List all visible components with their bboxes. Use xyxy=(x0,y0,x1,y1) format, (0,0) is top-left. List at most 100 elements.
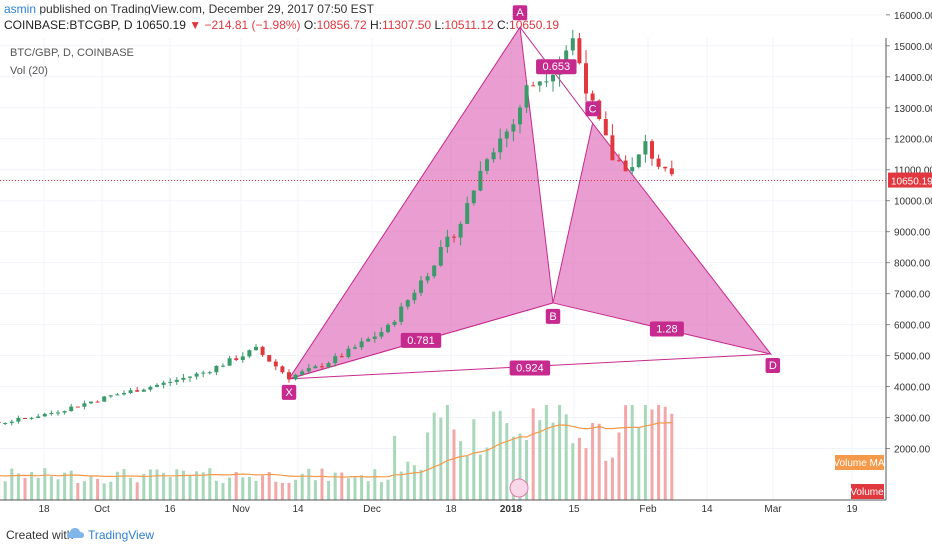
candle-body xyxy=(135,390,140,392)
candle-body xyxy=(161,382,166,385)
volume-bar xyxy=(360,475,364,500)
y-tick-label: 11000.00 xyxy=(894,166,932,177)
candle-body xyxy=(623,160,628,172)
candle-body xyxy=(221,365,225,367)
volume-bar xyxy=(419,469,423,500)
volume-bar xyxy=(69,470,73,500)
candle-body xyxy=(432,265,437,277)
candle-body xyxy=(280,366,285,373)
pattern-triangle-xab xyxy=(287,25,554,380)
pattern-ratio-label: 0.653 xyxy=(543,61,571,73)
candle-body xyxy=(168,381,173,383)
candle-body xyxy=(663,166,668,169)
harmonic-pattern[interactable] xyxy=(287,25,773,380)
candle-body xyxy=(564,50,569,62)
candle-body xyxy=(445,236,450,248)
candle-body xyxy=(636,154,641,168)
candle-body xyxy=(240,356,245,361)
volume-bar xyxy=(287,482,291,500)
candle-body xyxy=(0,421,1,424)
volume-bar xyxy=(208,468,212,500)
candle-body xyxy=(366,338,371,342)
candle-body xyxy=(333,356,338,364)
volume-bar xyxy=(406,461,410,500)
volume-bar xyxy=(439,417,443,500)
volume-bar xyxy=(386,479,390,500)
symbol-label: COINBASE:BTCGBP, D xyxy=(4,18,133,32)
candle-body xyxy=(511,124,516,132)
y-tick-label: 2000.00 xyxy=(894,445,931,456)
volume-bar xyxy=(637,427,641,500)
volume-bar xyxy=(432,412,436,500)
candle-body xyxy=(36,416,41,418)
x-tick-label: 15 xyxy=(568,504,580,515)
volume-ma-line xyxy=(0,422,672,478)
candle-body xyxy=(102,396,107,402)
candle-body xyxy=(518,107,522,125)
candle-body xyxy=(260,346,265,356)
pattern-point-label: X xyxy=(285,387,293,399)
candle-body xyxy=(267,355,272,362)
volume-bar xyxy=(155,469,159,500)
candle-body xyxy=(247,350,252,357)
candle-body xyxy=(339,356,344,358)
candle-body xyxy=(75,406,80,408)
x-tick-label: 19 xyxy=(846,504,858,515)
volume-bar xyxy=(307,468,311,500)
x-tick-label: 18 xyxy=(38,504,50,515)
grid xyxy=(0,14,886,500)
candle-body xyxy=(346,348,351,357)
candle-body xyxy=(610,135,615,161)
volume-bar xyxy=(663,406,667,500)
x-tick-label: 18 xyxy=(445,504,457,515)
candle-body xyxy=(353,347,357,349)
candle-body xyxy=(584,63,588,94)
candle-body xyxy=(359,341,364,348)
tradingview-link[interactable]: TradingView xyxy=(88,528,155,542)
volume-bar xyxy=(584,448,588,500)
x-tick-label: Nov xyxy=(232,504,250,515)
candle-body xyxy=(9,421,14,424)
candle-body xyxy=(306,368,311,372)
candle-body xyxy=(405,300,410,307)
candle-body xyxy=(194,373,199,377)
candle-body xyxy=(537,81,542,86)
candle-body xyxy=(108,395,113,397)
volume-bar xyxy=(267,471,271,500)
x-tick-label: Mar xyxy=(764,504,782,515)
volume-bar xyxy=(393,435,397,500)
candle-body xyxy=(128,390,133,394)
volume-bar xyxy=(551,422,555,500)
footer: Created with TradingView xyxy=(0,522,932,550)
volume-bar xyxy=(505,423,509,500)
volume-bar xyxy=(63,472,67,500)
x-tick-label: Feb xyxy=(639,504,657,515)
pattern-labels: X A B C D 0.781 0.653 1.28 0.924 xyxy=(281,5,781,400)
last-price-label: 10650.19 xyxy=(891,177,932,188)
volume-bar xyxy=(247,476,251,500)
volume-bar xyxy=(16,473,20,500)
candle-body xyxy=(491,152,496,160)
pattern-point-label: C xyxy=(589,103,597,115)
chart-header: asmin published on TradingView.com, Dece… xyxy=(0,0,932,34)
y-tick-label: 3000.00 xyxy=(894,414,931,425)
volume-ma-badge xyxy=(835,455,884,470)
author-link[interactable]: asmin xyxy=(4,2,37,16)
volume-bar xyxy=(102,483,106,500)
candle-body xyxy=(82,403,87,407)
volume-bar xyxy=(214,480,218,500)
y-tick-label: 15000.00 xyxy=(894,42,932,53)
last-price-badge xyxy=(888,172,932,188)
change-value: −214.81 (−1.98%) xyxy=(204,18,301,32)
volume-bar xyxy=(36,477,40,500)
candle-body xyxy=(419,280,423,293)
candle-body xyxy=(326,363,331,368)
volume-bar xyxy=(122,469,126,500)
candle-body xyxy=(207,372,212,374)
price-chart[interactable]: X A B C D 0.781 0.653 1.28 0.924 16000.00 15000.0… xyxy=(0,0,932,522)
close-label: C: xyxy=(497,18,510,32)
y-tick-label: 14000.00 xyxy=(894,73,932,84)
candle-body xyxy=(89,401,93,404)
candle-body xyxy=(379,332,384,337)
volume-bar xyxy=(43,468,47,500)
